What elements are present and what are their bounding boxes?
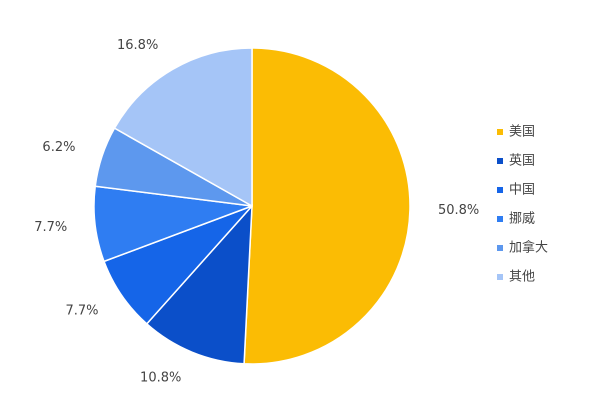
data-label: 10.8% (140, 371, 181, 386)
data-label: 7.7% (65, 304, 98, 319)
data-label: 50.8% (438, 203, 479, 218)
legend-swatch (497, 245, 503, 251)
legend-label: 加拿大 (509, 240, 548, 256)
legend-swatch (497, 216, 503, 222)
data-label: 7.7% (34, 220, 67, 235)
pie-slice (243, 47, 411, 365)
data-label: 16.8% (117, 38, 158, 53)
legend-swatch (497, 274, 503, 280)
legend-swatch (497, 187, 503, 193)
legend-swatch (497, 158, 503, 164)
legend-label: 挪威 (509, 212, 535, 227)
legend-label: 英国 (509, 154, 535, 169)
legend-swatch (497, 129, 503, 135)
pie-slice (113, 47, 253, 208)
legend-label: 中国 (509, 183, 535, 198)
legend-label: 其他 (509, 270, 535, 285)
pie-slice (145, 203, 253, 365)
data-label: 6.2% (42, 140, 75, 155)
legend-label: 美国 (509, 125, 535, 140)
